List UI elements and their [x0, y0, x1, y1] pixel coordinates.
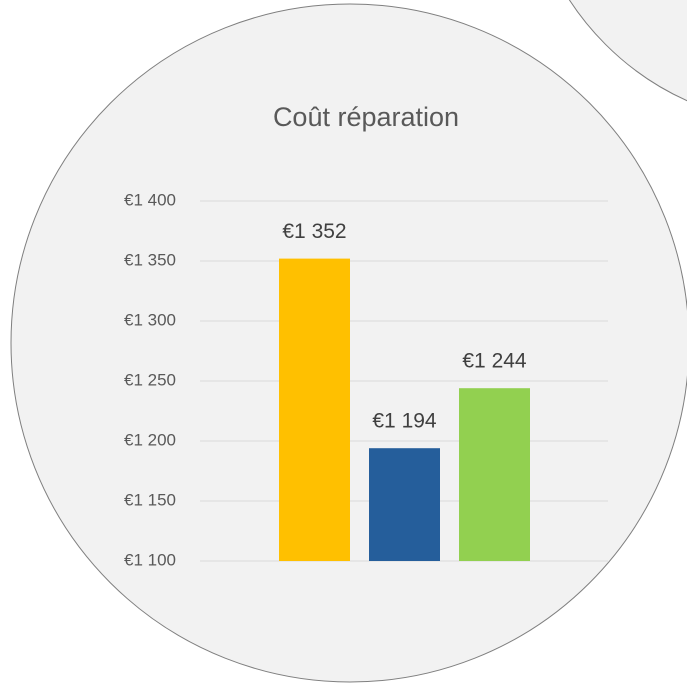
- y-tick-label: €1 300: [124, 310, 176, 329]
- chart-title: Coût réparation: [273, 102, 459, 132]
- y-tick-label: €1 100: [124, 550, 176, 569]
- y-tick-label: €1 150: [124, 490, 176, 509]
- y-tick-label: €1 350: [124, 250, 176, 269]
- y-tick-label: €1 250: [124, 370, 176, 389]
- y-tick-label: €1 400: [124, 190, 176, 209]
- bar: [369, 448, 440, 561]
- y-tick-label: €1 200: [124, 430, 176, 449]
- data-label: €1 352: [282, 220, 346, 243]
- bar: [459, 388, 530, 561]
- data-label: €1 244: [462, 350, 527, 373]
- background-circle: [568, 0, 687, 102]
- bar: [279, 258, 350, 561]
- data-label: €1 194: [372, 410, 437, 433]
